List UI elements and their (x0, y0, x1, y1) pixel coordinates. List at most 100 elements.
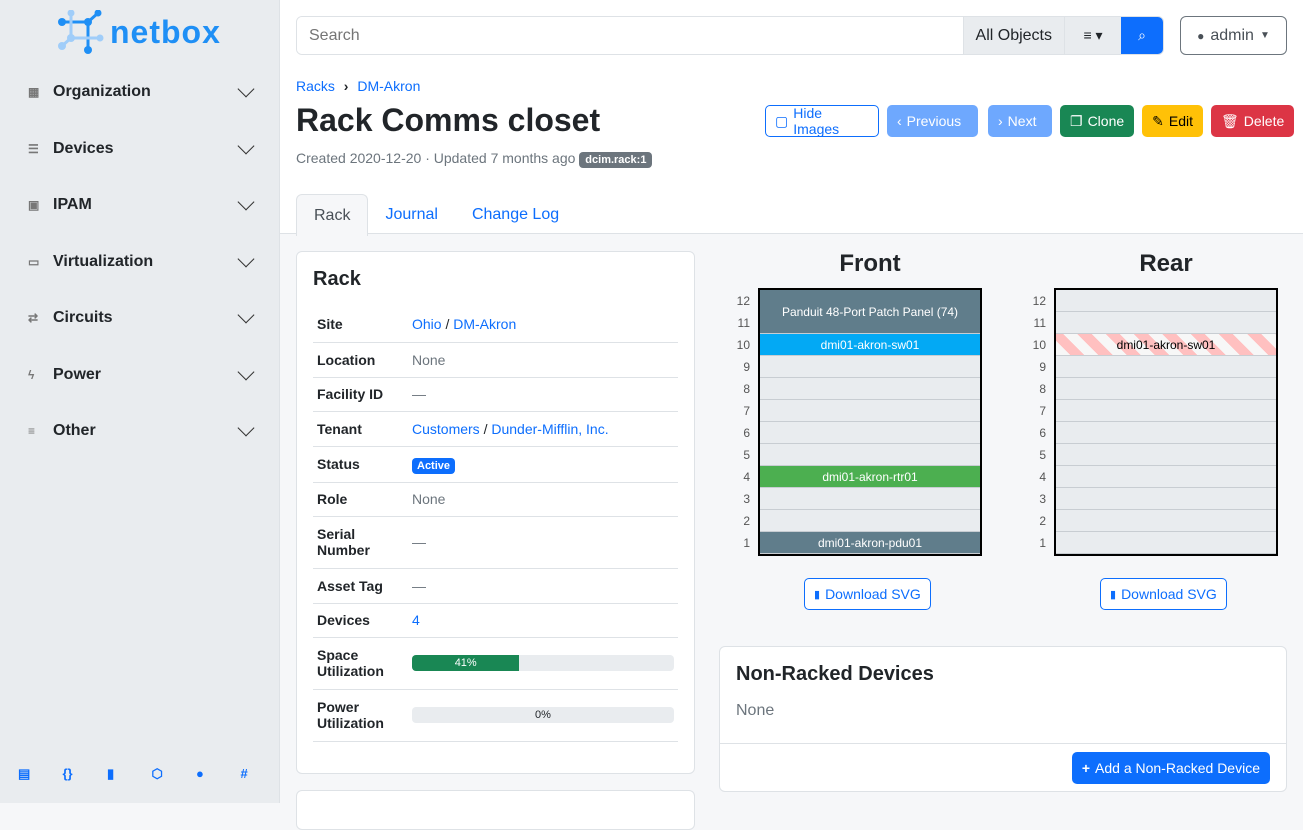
sidebar-item-power[interactable]: ϟ Power (28, 360, 255, 390)
rack-unit-numbers-front: 12 11 10 9 8 7 6 5 4 3 2 1 (720, 290, 750, 554)
card-title: Rack (313, 268, 361, 290)
rack-attributes-table: Site Ohio / DM-Akron Location None Facilit… (313, 307, 678, 742)
rack-device[interactable]: dmi01-akron-sw01 (1056, 334, 1276, 355)
hide-images-button[interactable]: ▢ Hide Images (765, 105, 879, 137)
caret-down-icon: ▼ (1259, 30, 1270, 41)
api-icon[interactable]: {} (62, 766, 73, 781)
building-icon: ▦ (28, 85, 40, 99)
rack-device[interactable]: Panduit 48-Port Patch Panel (74) (760, 290, 980, 333)
button-label: Previous (906, 113, 962, 129)
button-label: Hide Images (793, 105, 840, 137)
book-icon[interactable]: ▤ (18, 766, 31, 781)
sidebar-item-devices[interactable]: ☰ Devices (28, 134, 255, 164)
label: Site (313, 307, 408, 343)
trash-icon: 🗑 (1221, 112, 1239, 129)
search-button[interactable]: ⌕ (1121, 17, 1163, 54)
rack-unit-slot (1056, 532, 1276, 554)
user-menu-button[interactable]: ● admin ▼ (1180, 16, 1287, 55)
previous-button[interactable]: ‹ Previous (887, 105, 978, 137)
netbox-logo[interactable]: netbox (58, 10, 221, 54)
rack-unit-slot (1056, 444, 1276, 466)
graphql-icon[interactable]: ⬡ (151, 766, 163, 781)
monitor-icon: ▭ (28, 255, 40, 269)
rack-unit-slot (1056, 312, 1276, 334)
sidebar-item-organization[interactable]: ▦ Organization (28, 77, 255, 107)
lines-icon: ≡ (28, 424, 36, 438)
sidebar-item-label: IPAM (53, 196, 92, 213)
chevron-down-icon (237, 363, 255, 381)
next-button[interactable]: › Next (988, 105, 1052, 137)
space-utilization-bar: 41% (412, 655, 674, 671)
rack-unit-number: 12 (1032, 294, 1046, 308)
tab-journal[interactable]: Journal (385, 205, 438, 223)
clone-button[interactable]: ❐ Clone (1060, 105, 1135, 137)
rack-unit-slot (760, 356, 980, 378)
site-link[interactable]: DM-Akron (453, 316, 517, 333)
download-svg-rear-button[interactable]: ▮ Download SVG (1100, 578, 1227, 610)
rack-rear-elevation: dmi01-akron-sw01 (1054, 288, 1278, 556)
search-input[interactable] (297, 17, 963, 54)
circuit-icon: ⇄ (28, 311, 39, 325)
button-label: Delete (1243, 113, 1285, 129)
rack-unit-number: 7 (743, 404, 750, 418)
power-utilization-bar: 0% (412, 707, 674, 723)
chevron-down-icon (237, 419, 255, 437)
region-link[interactable]: Ohio (412, 316, 442, 333)
rack-unit-number: 2 (743, 514, 750, 528)
sidebar: netbox ▦ Organization ☰ Devices ▣ IPAM ▭ Vir… (0, 0, 280, 803)
button-label: Download SVG (1121, 586, 1217, 602)
rack-unit-slot (760, 510, 980, 532)
rack-unit-number: 7 (1039, 404, 1046, 418)
button-label: Next (1007, 113, 1037, 129)
tenant-link[interactable]: Dunder-Mifflin, Inc. (491, 420, 609, 437)
label: Power Utilization (313, 689, 408, 742)
devices-count-link[interactable]: 4 (412, 612, 420, 628)
server-icon: ☰ (28, 142, 39, 156)
rack-unit-number: 5 (1039, 448, 1046, 462)
sidebar-item-circuits[interactable]: ⇄ Circuits (28, 303, 255, 333)
rack-unit-number: 1 (1039, 536, 1046, 550)
sidebar-item-other[interactable]: ≡ Other (28, 416, 255, 446)
rack-front-elevation: Panduit 48-Port Patch Panel (74) dmi01-ak… (758, 288, 982, 556)
page-title: Rack Comms closet (296, 102, 601, 138)
brand-name: netbox (110, 13, 221, 50)
search-icon: ⌕ (1138, 27, 1146, 43)
rack-unit-slot (1056, 510, 1276, 532)
rack-unit-slot (760, 378, 980, 400)
sidebar-item-ipam[interactable]: ▣ IPAM (28, 190, 255, 220)
rack-device[interactable]: dmi01-akron-sw01 (760, 334, 980, 355)
rack-unit-slot (1056, 400, 1276, 422)
label: Asset Tag (313, 568, 408, 604)
edit-button[interactable]: ✎ Edit (1142, 105, 1204, 137)
download-svg-front-button[interactable]: ▮ Download SVG (804, 578, 931, 610)
sidebar-item-virtualization[interactable]: ▭ Virtualization (28, 247, 255, 277)
chevron-left-icon: ‹ (897, 113, 902, 129)
value: None (408, 482, 678, 517)
plus-icon: + (1081, 760, 1091, 776)
tab-change-log[interactable]: Change Log (471, 205, 560, 223)
search-scope-select[interactable]: All Objects (962, 17, 1064, 54)
github-icon[interactable]: ● (196, 766, 204, 781)
sidebar-item-label: Circuits (53, 309, 113, 326)
rack-unit-number: 4 (1039, 470, 1046, 484)
button-label: Download SVG (825, 586, 921, 602)
add-non-racked-device-button[interactable]: + Add a Non-Racked Device (1071, 752, 1270, 784)
breadcrumb-racks[interactable]: Racks (296, 78, 335, 94)
sidebar-item-label: Devices (53, 140, 114, 157)
delete-button[interactable]: 🗑 Delete (1211, 105, 1295, 137)
rack-device[interactable]: dmi01-akron-rtr01 (760, 466, 980, 487)
rear-label: Rear (1139, 250, 1193, 277)
filter-dropdown-button[interactable]: ≡ ▾ (1064, 17, 1121, 54)
rack-unit-slot (760, 400, 980, 422)
rack-unit-slot (1056, 422, 1276, 444)
next-card (296, 790, 695, 830)
breadcrumb-site[interactable]: DM-Akron (357, 78, 421, 94)
value: — (408, 516, 678, 569)
bookmark-icon[interactable]: ▮ (107, 766, 115, 781)
tab-rack[interactable]: Rack (296, 194, 369, 236)
front-label: Front (839, 250, 901, 277)
rack-device[interactable]: dmi01-akron-pdu01 (760, 532, 980, 553)
slack-icon[interactable]: # (240, 766, 248, 781)
tenant-group-link[interactable]: Customers (412, 420, 480, 437)
non-racked-value: None (736, 702, 775, 719)
